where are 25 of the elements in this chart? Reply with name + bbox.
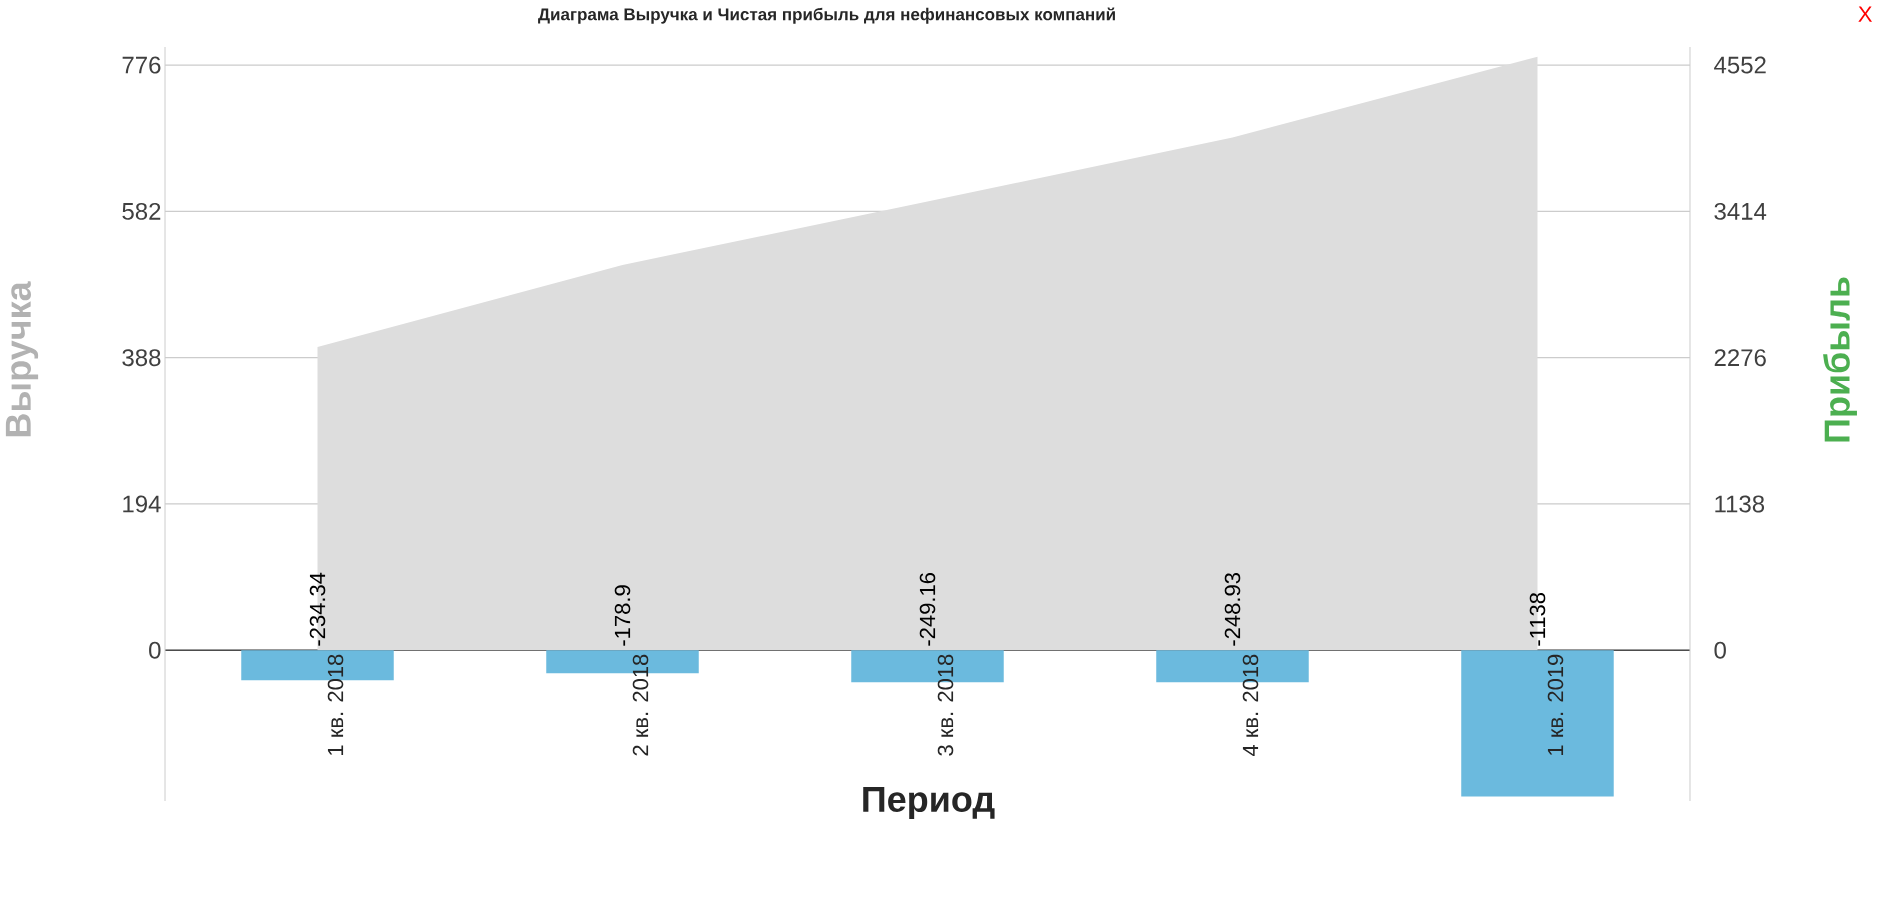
y-tick-label: 0 <box>149 641 161 659</box>
x-tick-label: 4 кв. 2018 <box>1242 654 1259 757</box>
y2-tick-label: 1138 <box>1715 495 1765 513</box>
text: X <box>1858 6 1873 22</box>
x-tick-label: 1 кв. 2019 <box>1547 654 1564 755</box>
data-label: -248.93 <box>1224 573 1241 646</box>
data-label: -234.34 <box>309 572 326 646</box>
x-tick-label: 1 кв. 2018 <box>327 654 344 755</box>
y2-tick-label: 2276 <box>1714 349 1766 367</box>
chart-title: Диаграма Выручка и Чистая прибыль для нефинансовых компаний <box>538 7 1115 24</box>
y-tick-label: 194 <box>123 495 161 513</box>
y2-tick-label: 0 <box>1714 641 1726 659</box>
y2-tick-label: 3414 <box>1714 202 1767 220</box>
x-tick-label: 3 кв. 2018 <box>937 654 954 756</box>
x-tick-label: 2 кв. 2018 <box>632 654 649 756</box>
y-tick-label: 388 <box>122 349 161 367</box>
y-tick-label: 776 <box>122 56 161 74</box>
y-axis-title: Выручка <box>5 281 39 437</box>
y-tick-label: 582 <box>122 202 161 220</box>
y2-axis-title: Прибыль <box>1823 277 1857 442</box>
data-label: -249.16 <box>919 573 936 646</box>
y2-tick-label: 4552 <box>1714 56 1766 74</box>
data-label: -178.9 <box>614 585 631 646</box>
data-label: -1138 <box>1529 593 1546 646</box>
x-axis-title: Период <box>863 786 995 820</box>
